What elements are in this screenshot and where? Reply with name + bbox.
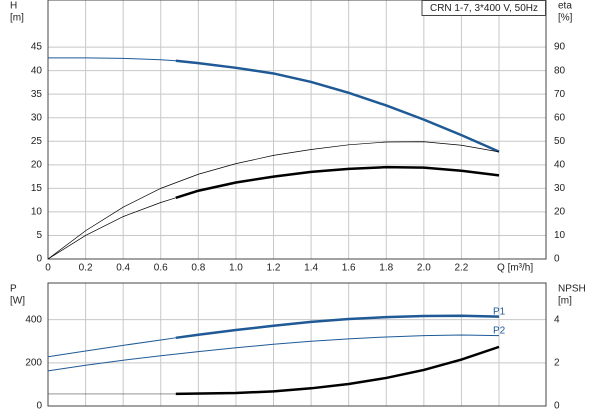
y2-tick-label: 60 bbox=[554, 112, 566, 123]
curve bbox=[175, 345, 500, 396]
x-tick-label: 2.0 bbox=[417, 263, 431, 274]
curve bbox=[47, 141, 500, 260]
x-tick-label: 1.0 bbox=[229, 263, 243, 274]
x-tick-label: 1.6 bbox=[342, 263, 356, 274]
x-tick-label: 0.8 bbox=[191, 263, 205, 274]
y-tick-label: 15 bbox=[31, 183, 43, 194]
y-tick-label: 5 bbox=[36, 230, 42, 241]
y2-tick-label: 2 bbox=[554, 357, 560, 368]
x-tick-label: 1.2 bbox=[267, 263, 281, 274]
x-tick-label: 0 bbox=[45, 263, 51, 274]
x-tick-label: 0.4 bbox=[116, 263, 130, 274]
y2-tick-label: 90 bbox=[554, 42, 566, 53]
curve bbox=[47, 197, 176, 260]
curve bbox=[175, 165, 500, 199]
y2-axis-label: eta bbox=[558, 1, 572, 12]
y2-tick-label: 70 bbox=[554, 89, 566, 100]
x-tick-label: 1.8 bbox=[379, 263, 393, 274]
caption: CRN 1-7, 3*400 V, 50Hz bbox=[430, 3, 538, 14]
y-tick-label: 0 bbox=[36, 401, 42, 412]
y2-axis-unit: [m] bbox=[558, 296, 572, 307]
x-tick-label: Q [m³/h] bbox=[497, 263, 533, 274]
y2-tick-label: 0 bbox=[554, 401, 560, 412]
y2-axis-label: NPSH bbox=[558, 284, 586, 295]
x-tick-label: 0.2 bbox=[79, 263, 93, 274]
y-tick-label: 10 bbox=[31, 207, 43, 218]
plot-frame bbox=[47, 282, 547, 407]
x-tick-label: 1.4 bbox=[304, 263, 318, 274]
curve bbox=[47, 337, 176, 358]
curve bbox=[175, 314, 500, 340]
curve-label: P1 bbox=[493, 306, 506, 317]
y2-tick-label: 10 bbox=[554, 230, 566, 241]
plot-frame bbox=[47, 0, 547, 260]
caption-box bbox=[421, 0, 546, 16]
y-tick-label: 35 bbox=[31, 89, 43, 100]
y-axis-label: P bbox=[10, 284, 17, 295]
y-tick-label: 45 bbox=[31, 42, 43, 53]
y2-tick-label: 80 bbox=[554, 65, 566, 76]
curve bbox=[175, 59, 500, 153]
curve bbox=[47, 334, 500, 372]
y-tick-label: 20 bbox=[31, 159, 43, 170]
y-tick-label: 40 bbox=[31, 65, 43, 76]
y-tick-label: 30 bbox=[31, 112, 43, 123]
y-axis-unit: [m] bbox=[10, 13, 24, 24]
y2-tick-label: 30 bbox=[554, 183, 566, 194]
y2-axis-unit: [%] bbox=[558, 13, 573, 24]
y-tick-label: 400 bbox=[25, 314, 42, 325]
y-axis-unit: [W] bbox=[10, 296, 25, 307]
y2-tick-label: 40 bbox=[554, 159, 566, 170]
x-tick-label: 2.2 bbox=[454, 263, 468, 274]
y2-tick-label: 20 bbox=[554, 207, 566, 218]
y2-tick-label: 50 bbox=[554, 136, 566, 147]
y2-tick-label: 4 bbox=[554, 314, 560, 325]
curve-label: P2 bbox=[493, 325, 506, 336]
y2-tick-label: 0 bbox=[554, 254, 560, 265]
y-axis-label: H bbox=[10, 1, 17, 12]
y-tick-label: 25 bbox=[31, 136, 43, 147]
curve bbox=[48, 57, 176, 62]
y-tick-label: 0 bbox=[36, 254, 42, 265]
y-tick-label: 200 bbox=[25, 357, 42, 368]
x-tick-label: 0.6 bbox=[154, 263, 168, 274]
